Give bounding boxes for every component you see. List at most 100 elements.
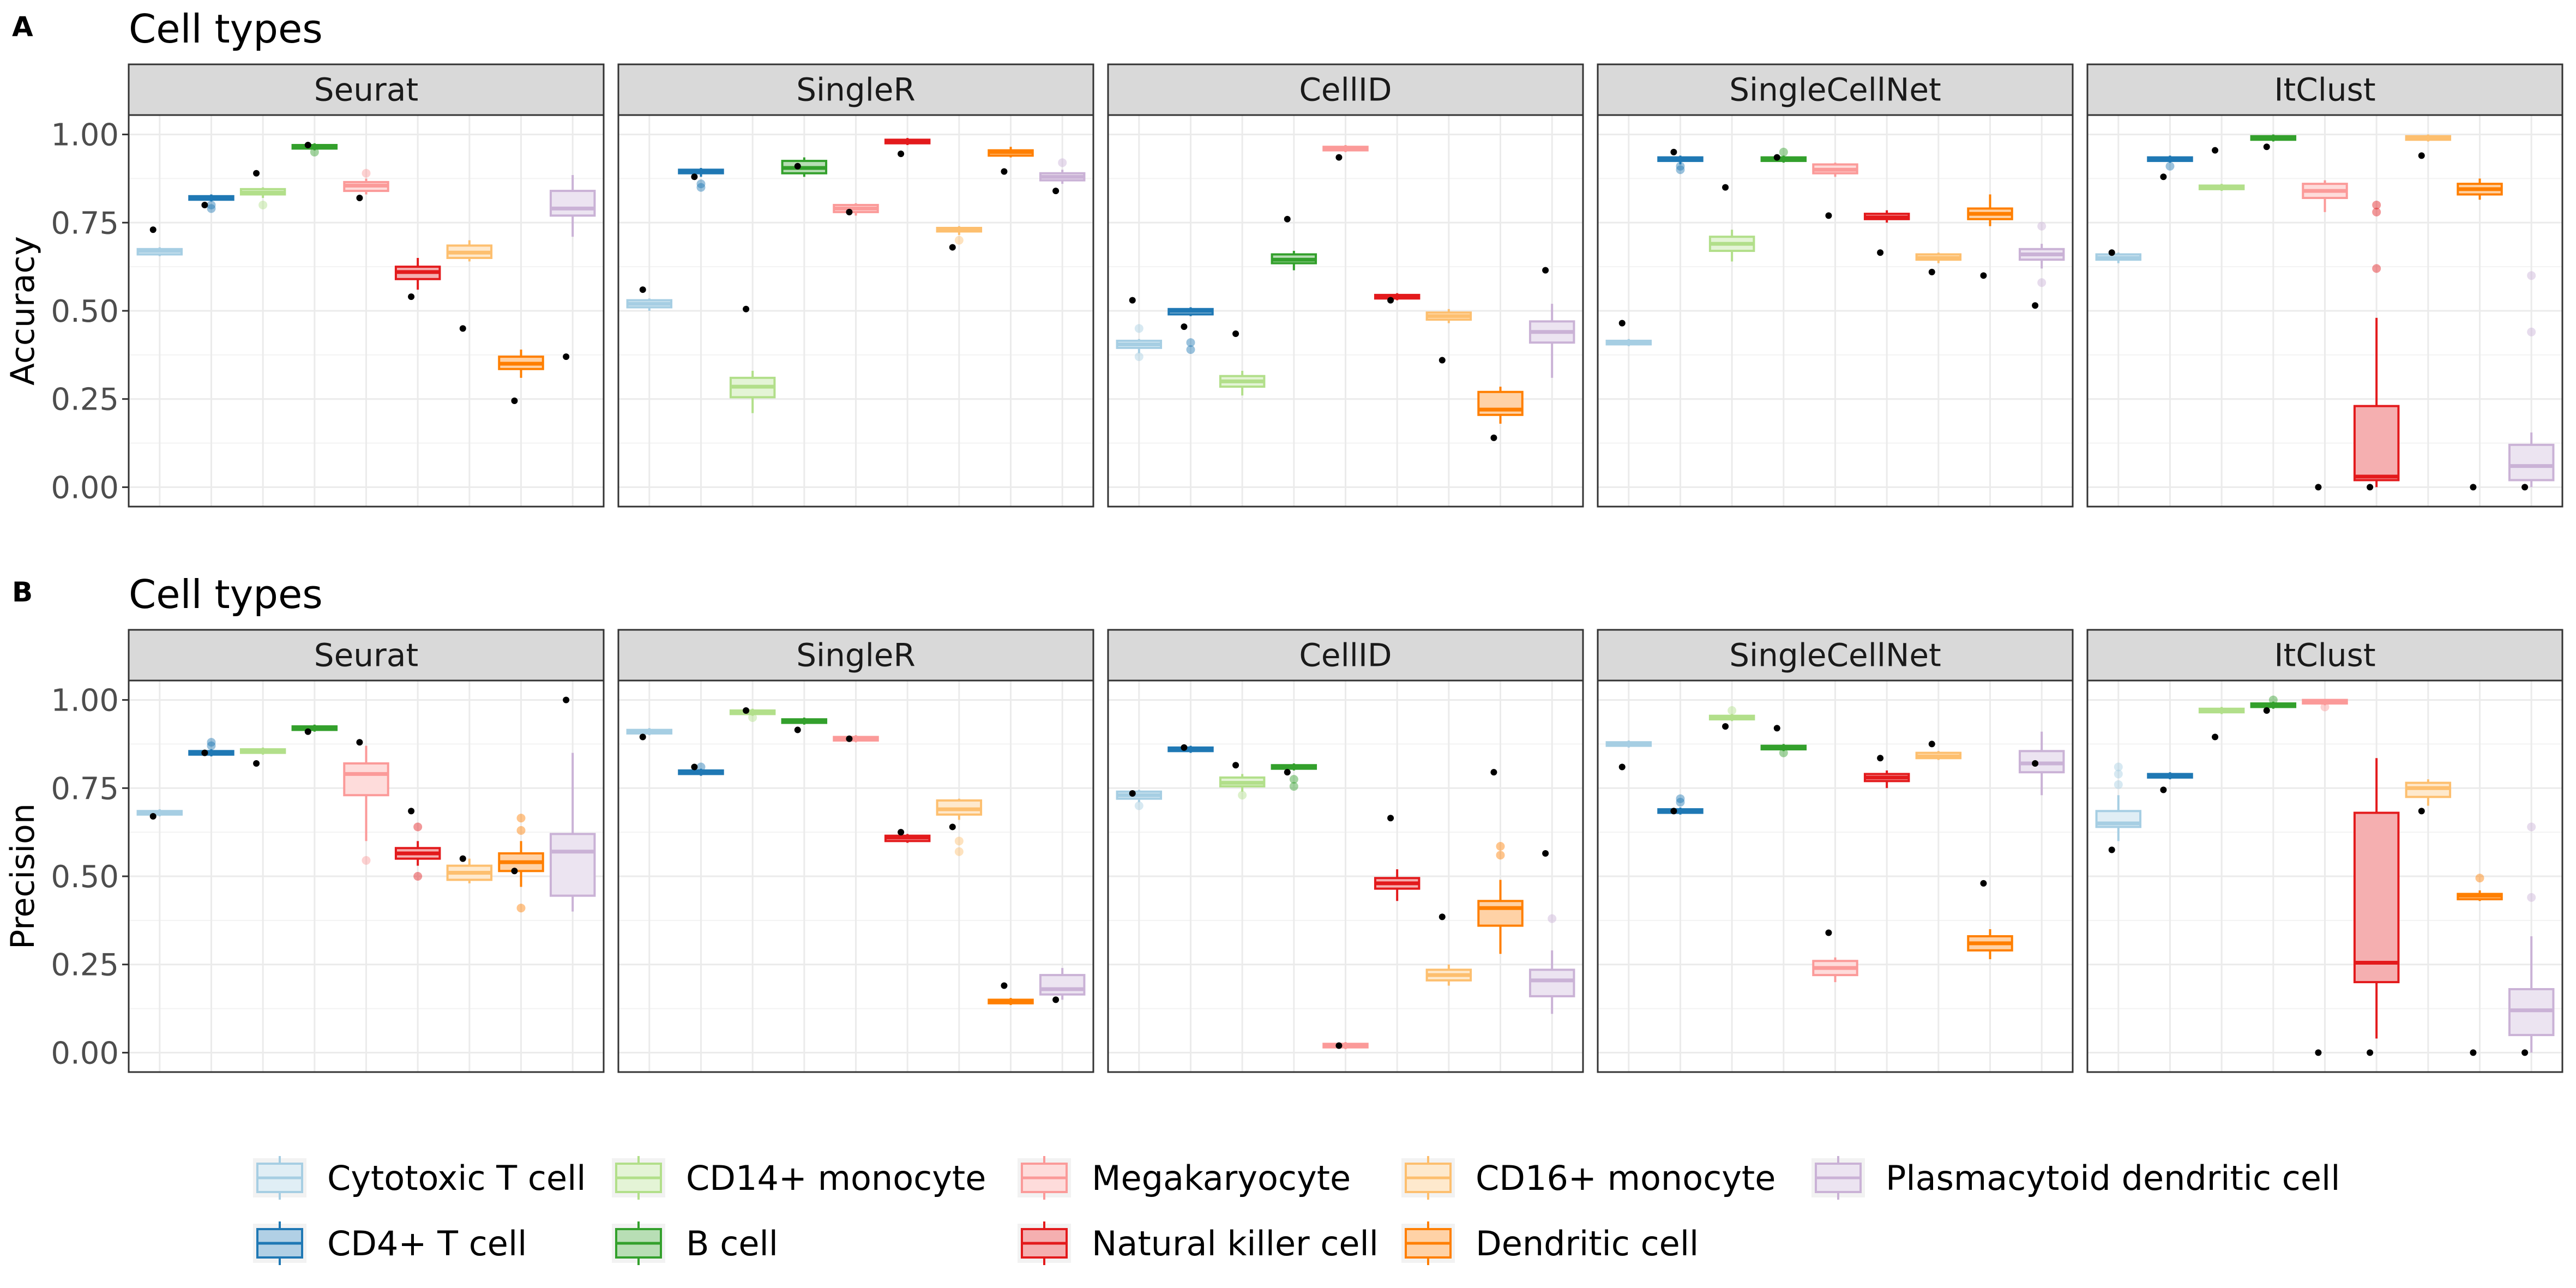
- reference-point: [639, 286, 646, 293]
- box-outlier: [1134, 352, 1143, 362]
- box-natural-killer-cell: [2353, 200, 2400, 491]
- box-plasmacytoid-dendritic-cell: [549, 174, 596, 360]
- reference-point: [304, 728, 311, 735]
- box-megakaryocyte: [343, 168, 389, 202]
- box-outlier: [1676, 798, 1685, 807]
- reference-point: [1335, 154, 1343, 161]
- reference-point: [743, 707, 750, 714]
- box-cd16-monocyte: [1915, 741, 1962, 760]
- panel-title: Cell types: [129, 571, 323, 617]
- box-outlier: [696, 183, 706, 192]
- box-dendritic-cell: [2457, 178, 2503, 491]
- legend-item-cd14-monocyte: CD14+ monocyte: [612, 1156, 986, 1200]
- box-megakaryocyte: [2302, 699, 2348, 1056]
- legend-label: Plasmacytoid dendritic cell: [1886, 1158, 2340, 1198]
- box-megakaryocyte: [1812, 162, 1858, 219]
- box-plasmacytoid-dendritic-cell: [2018, 221, 2065, 309]
- box-outlier: [1238, 791, 1247, 800]
- facet-strip: [128, 63, 605, 116]
- reference-point: [2521, 1049, 2529, 1056]
- facet-strip: [2086, 63, 2563, 116]
- box-cd4-t-cell: [678, 168, 724, 192]
- legend-item-megakaryocyte: Megakaryocyte: [1018, 1156, 1351, 1200]
- reference-point: [1773, 154, 1780, 161]
- box-dendritic-cell: [498, 814, 544, 913]
- reference-point: [691, 763, 698, 771]
- box-body: [2353, 405, 2400, 482]
- box-outlier: [954, 836, 964, 846]
- y-axis-label: Accuracy: [4, 236, 42, 386]
- legend-label: Dendritic cell: [1476, 1224, 1699, 1263]
- reference-point: [356, 195, 363, 202]
- y-tick-label: 0.50: [51, 859, 119, 895]
- panel-title: Cell types: [129, 6, 323, 52]
- box-cd4-t-cell: [1657, 148, 1704, 174]
- legend: Cytotoxic T cell CD14+ monocyte Megakaryoc…: [253, 1156, 2340, 1265]
- facet-strip: [1107, 63, 1584, 116]
- y-axis-label: Precision: [4, 803, 42, 949]
- reference-point: [2212, 733, 2219, 741]
- reference-point: [846, 735, 853, 742]
- reference-point: [304, 141, 311, 148]
- plot-border: [2086, 679, 2563, 1073]
- box-outlier: [207, 741, 216, 750]
- reference-point: [1670, 148, 1677, 155]
- reference-point: [563, 353, 570, 360]
- legend-label: CD14+ monocyte: [686, 1158, 986, 1198]
- box-natural-killer-cell: [1374, 815, 1421, 901]
- facet-strip: [617, 63, 1094, 116]
- box-cytotoxic-t-cell: [136, 226, 183, 256]
- legend-item-dendritic-cell: Dendritic cell: [1401, 1221, 1699, 1265]
- box-plasmacytoid-dendritic-cell: [549, 696, 596, 912]
- box-dendritic-cell: [2457, 874, 2503, 1056]
- box-outlier: [2114, 780, 2123, 789]
- box-dendritic-cell: [1967, 194, 2013, 279]
- reference-point: [1335, 1042, 1343, 1049]
- box-outlier: [954, 847, 964, 856]
- reference-point: [898, 829, 905, 836]
- box-outlier: [1548, 914, 1557, 923]
- reference-point: [794, 726, 801, 733]
- box-outlier: [2527, 893, 2536, 902]
- reference-point: [1284, 215, 1291, 222]
- plot-border: [128, 114, 605, 508]
- plot-border: [617, 114, 1094, 508]
- box-cd4-t-cell: [2147, 772, 2193, 793]
- box-megakaryocyte: [1812, 929, 1858, 983]
- reference-point: [1232, 762, 1239, 769]
- facet-strip: [1597, 629, 2074, 682]
- facet-strip-label: ItClust: [2274, 637, 2375, 674]
- box-cytotoxic-t-cell: [136, 809, 183, 820]
- box-natural-killer-cell: [1374, 293, 1421, 304]
- box-cd16-monocyte: [1425, 309, 1472, 364]
- y-tick-label: 0.25: [51, 948, 119, 983]
- y-tick-label: 0.00: [51, 1036, 119, 1071]
- reference-point: [846, 208, 853, 215]
- box-outlier: [516, 904, 526, 913]
- facet-seurat: Seurat: [128, 629, 605, 1073]
- box-outlier: [207, 738, 216, 747]
- box-cd14-monocyte: [729, 707, 776, 722]
- reference-point: [2367, 484, 2374, 491]
- facet-strip-label: SingleCellNet: [1729, 637, 1941, 674]
- panel-tag: A: [12, 11, 33, 43]
- box-cd4-t-cell: [2147, 155, 2193, 180]
- reference-point: [1387, 815, 1394, 822]
- facet-strip-label: ItClust: [2274, 71, 2375, 109]
- reference-point: [2315, 484, 2322, 491]
- facet-singlecellnet: SingleCellNet: [1597, 63, 2074, 508]
- box-outlier: [1676, 165, 1685, 174]
- reference-point: [1618, 320, 1626, 327]
- box-cd4-t-cell: [188, 738, 234, 757]
- box-outlier: [207, 204, 216, 213]
- facet-strip: [1107, 629, 1584, 682]
- box-body: [1477, 900, 1524, 927]
- reference-point: [2032, 760, 2039, 767]
- reference-point: [149, 813, 157, 820]
- reference-point: [1490, 769, 1497, 776]
- legend-item-b-cell: B cell: [612, 1221, 778, 1265]
- box-b-cell: [781, 157, 828, 177]
- box-cd14-monocyte: [1708, 706, 1755, 730]
- box-cytotoxic-t-cell: [1605, 740, 1652, 771]
- reference-point: [1232, 330, 1239, 338]
